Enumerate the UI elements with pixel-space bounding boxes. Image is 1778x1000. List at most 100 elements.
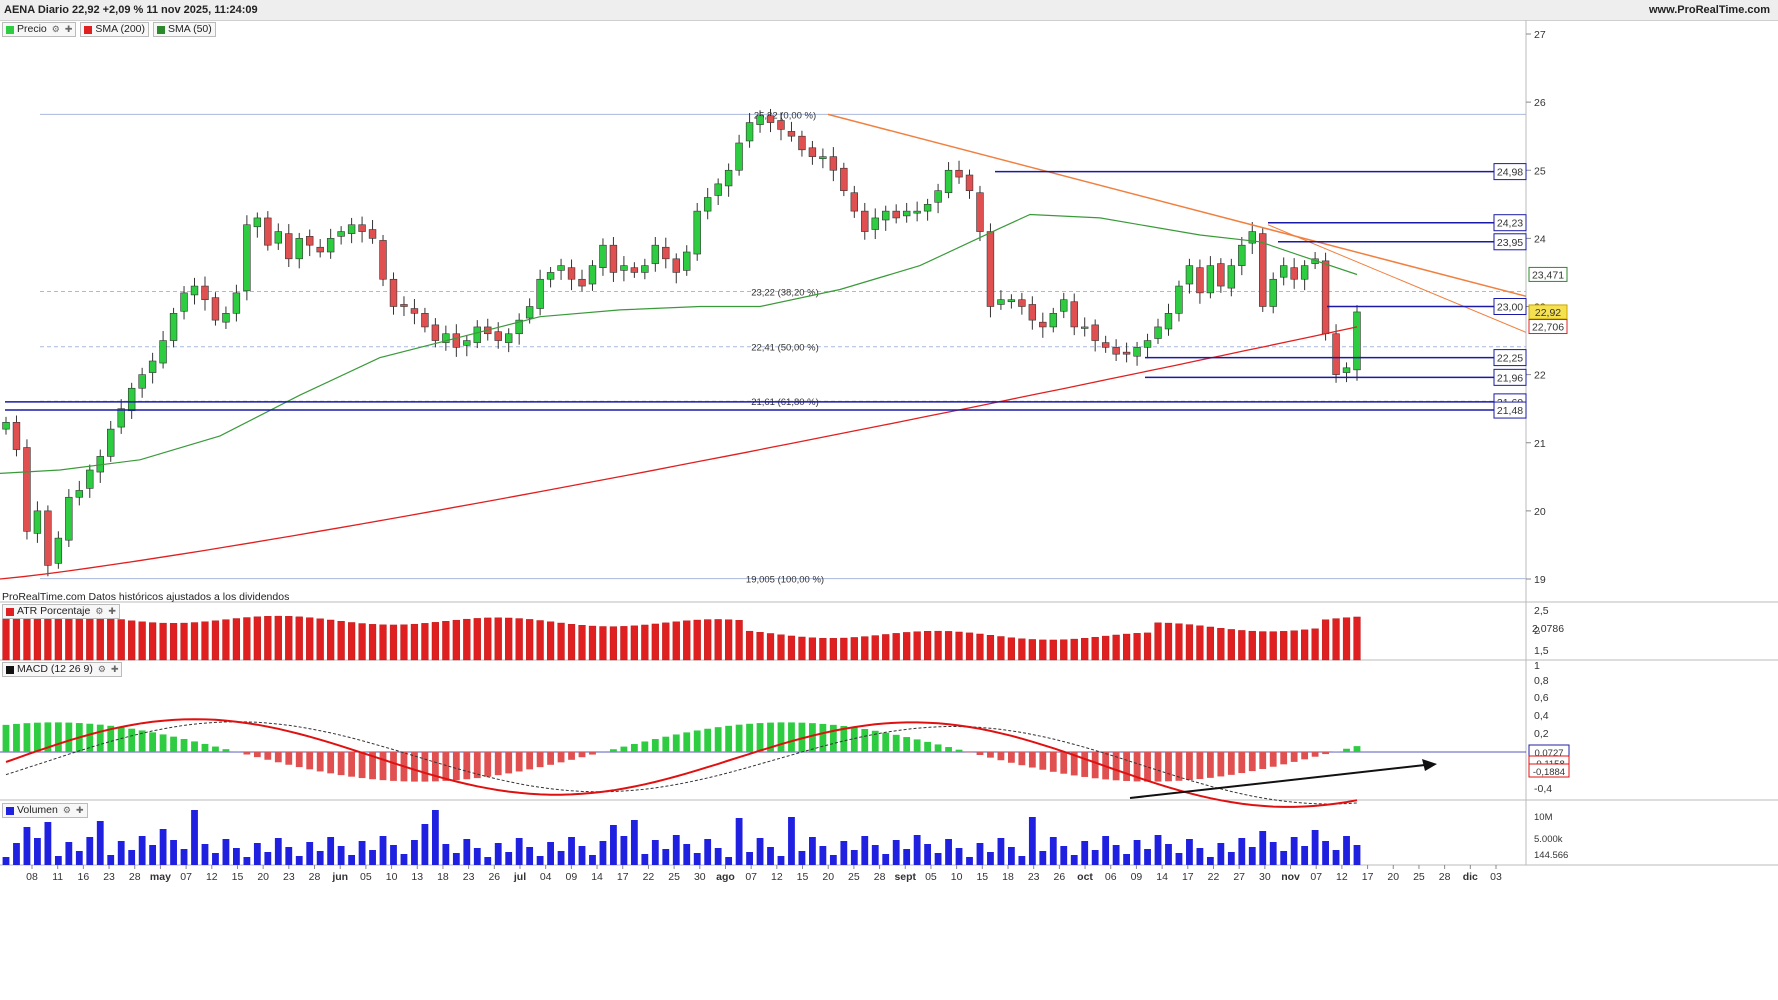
brand-link[interactable]: www.ProRealTime.com — [1648, 4, 1770, 16]
x-tick-label: 07 — [745, 871, 757, 883]
atr-bar — [400, 624, 408, 661]
candle-up — [651, 244, 660, 264]
candle-down — [23, 447, 31, 532]
macd-hist-up — [641, 741, 649, 752]
candle-down — [1101, 342, 1110, 348]
macd-tag-box — [1528, 763, 1570, 778]
wrench-icon[interactable]: ⚙ — [62, 805, 71, 815]
candle-up — [65, 496, 73, 541]
atr-bar — [274, 615, 282, 661]
macd-hist-up — [788, 722, 795, 752]
volume-bar — [620, 836, 628, 865]
candle-down — [850, 192, 859, 212]
x-tick-label: 11 — [52, 871, 63, 883]
candle-down — [316, 246, 324, 253]
legend-sma200-label: SMA (200) — [95, 23, 145, 35]
volume-bar — [431, 810, 439, 865]
macd-hist-down — [1018, 752, 1026, 766]
wrench-icon[interactable]: ⚙ — [97, 664, 106, 674]
wrench-icon[interactable]: ⚙ — [51, 24, 60, 34]
macd-hist-up — [662, 736, 670, 752]
x-tick-label: 17 — [617, 871, 629, 883]
volume-bar — [1112, 845, 1120, 865]
atr-bar — [850, 637, 858, 661]
atr-bar — [494, 617, 502, 661]
legend-atr[interactable]: ATR Porcentaje ⚙ ✚ — [2, 604, 120, 619]
candle-down — [1112, 347, 1120, 355]
macd-hist-down — [578, 752, 586, 758]
plus-icon[interactable]: ✚ — [108, 606, 116, 616]
atr-bar — [557, 622, 565, 661]
legend-price[interactable]: Precio ⚙ ✚ — [2, 22, 77, 37]
x-tick-label: nov — [1281, 871, 1300, 883]
macd-hist-up — [1343, 748, 1350, 752]
legend-volume[interactable]: Volumen ⚙ ✚ — [2, 803, 88, 818]
atr-bar — [745, 630, 754, 661]
volume-bar — [871, 845, 879, 865]
x-tick-label: 12 — [771, 871, 783, 883]
x-tick-label: 28 — [874, 871, 886, 883]
candle-down — [840, 167, 848, 191]
atr-y-label: 1,5 — [1534, 645, 1549, 657]
atr-bar — [1060, 639, 1068, 661]
volume-bar — [411, 840, 418, 865]
atr-bar — [1143, 632, 1152, 661]
candle-up — [641, 265, 649, 273]
plus-icon[interactable]: ✚ — [110, 664, 119, 674]
candle-down — [1321, 260, 1330, 335]
candle-up — [693, 210, 701, 255]
macd-hist-up — [1332, 751, 1340, 752]
volume-bar — [526, 847, 534, 865]
price-tag-box — [1528, 304, 1568, 320]
atr-bar — [1196, 625, 1204, 661]
volume-bar — [452, 853, 460, 865]
volume-y-label: 10M — [1534, 812, 1553, 823]
candle-up — [620, 265, 628, 271]
candle-up — [944, 169, 953, 194]
plus-icon[interactable]: ✚ — [64, 24, 73, 34]
macd-hist-up — [683, 732, 691, 752]
macd-hist-up — [651, 739, 659, 752]
macd-hist-down — [1290, 752, 1298, 762]
x-tick-label: dic — [1463, 871, 1478, 883]
x-tick-label: 23 — [103, 871, 115, 883]
legend-sma50[interactable]: SMA (50) — [153, 22, 216, 37]
atr-bar — [44, 614, 52, 661]
atr-bar — [536, 620, 544, 661]
volume-bar — [630, 820, 638, 865]
x-tick-label: 12 — [1336, 871, 1348, 883]
legend-macd[interactable]: MACD (12 26 9) ⚙ ✚ — [2, 662, 123, 677]
volume-bar — [809, 837, 816, 865]
atr-bar — [421, 623, 429, 661]
candle-down — [211, 297, 220, 321]
macd-hist-down — [1227, 752, 1235, 775]
macd-hist-up — [149, 732, 157, 752]
atr-bar — [630, 625, 638, 661]
atr-bar — [358, 623, 366, 661]
atr-bar — [1112, 634, 1120, 661]
atr-bar — [431, 622, 439, 661]
macd-line — [5, 718, 1358, 808]
volume-bar — [75, 851, 83, 865]
candle-down — [965, 174, 974, 191]
macd-hist-down — [1311, 752, 1319, 757]
y-tick-label: 27 — [1534, 29, 1546, 41]
atr-bar — [819, 637, 827, 661]
sma200-swatch — [84, 25, 93, 34]
volume-bar — [1227, 852, 1235, 865]
candle-up — [2, 422, 10, 430]
volume-bar — [1343, 836, 1350, 865]
macd-swatch — [6, 665, 14, 674]
x-tick-label: 18 — [1002, 871, 1014, 883]
x-tick-label: 17 — [1362, 871, 1374, 883]
volume-bar — [274, 838, 282, 865]
atr-bar — [1007, 637, 1015, 661]
wrench-icon[interactable]: ⚙ — [95, 606, 104, 616]
macd-hist-down — [348, 752, 356, 777]
volume-bar — [306, 842, 314, 865]
legend-sma200[interactable]: SMA (200) — [80, 22, 149, 37]
macd-hist-up — [13, 723, 20, 752]
atr-bar — [65, 614, 73, 661]
plus-icon[interactable]: ✚ — [75, 805, 84, 815]
